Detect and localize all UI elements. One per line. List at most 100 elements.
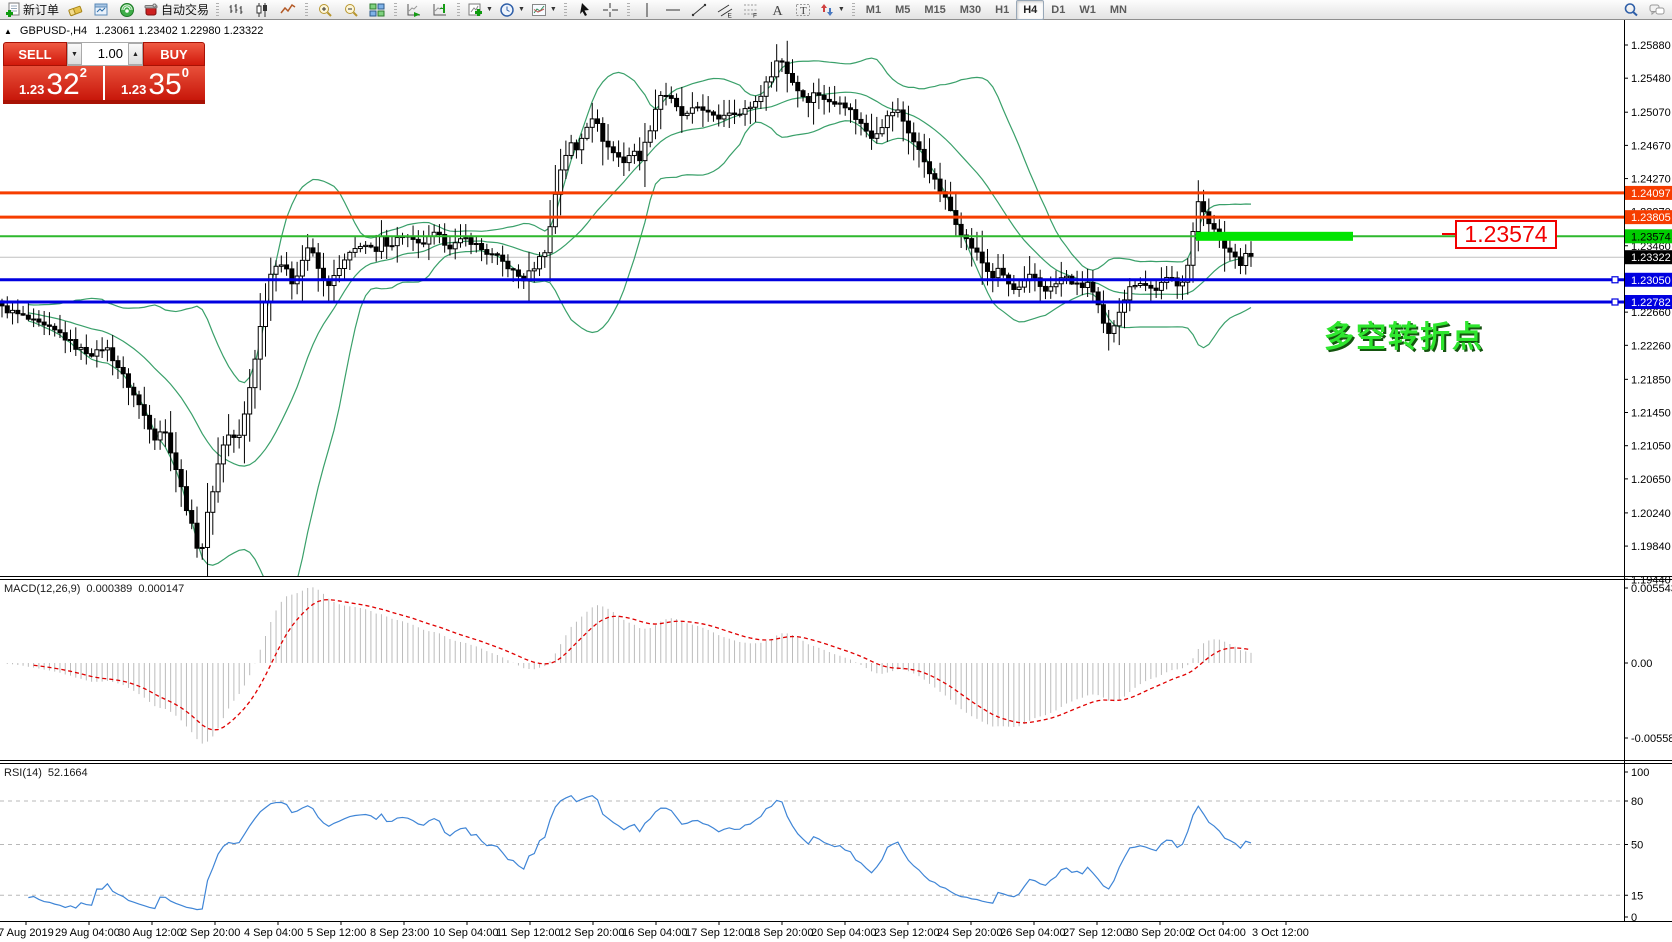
arrows-button[interactable]: ▼ xyxy=(816,0,848,20)
svg-text:1.23805: 1.23805 xyxy=(1631,212,1671,224)
price-axis-label: 1.23460 xyxy=(1631,241,1671,253)
fibonacci-button[interactable]: F xyxy=(738,0,764,20)
highlighted-line-segment[interactable] xyxy=(1196,231,1353,241)
dropdown-arrow-icon[interactable]: ▼ xyxy=(837,6,845,13)
cursor-button[interactable] xyxy=(571,0,597,20)
zoom-out-button[interactable] xyxy=(338,0,364,20)
profile-button[interactable] xyxy=(88,0,114,20)
search-button[interactable] xyxy=(1618,0,1644,20)
time-axis-label: 30 Sep 20:00 xyxy=(1126,927,1191,939)
timeframe-m1-button[interactable]: M1 xyxy=(865,3,882,16)
vline-button[interactable] xyxy=(634,0,660,20)
bar-chart-button[interactable] xyxy=(223,0,249,20)
rsi-label: RSI(14) 52.1664 xyxy=(4,767,88,779)
fibonacci-icon: F xyxy=(743,4,758,18)
macd-axis-label: 0.005543 xyxy=(1631,583,1672,595)
price-axis-label: 1.24270 xyxy=(1631,174,1671,186)
signal-button[interactable] xyxy=(114,0,140,20)
crosshair-button[interactable] xyxy=(597,0,623,20)
macd-label: MACD(12,26,9) 0.000389 0.000147 xyxy=(4,583,184,595)
time-axis-label: 24 Sep 20:00 xyxy=(937,927,1002,939)
autotrading-button[interactable]: 自动交易 xyxy=(140,0,212,20)
auto-scroll-button[interactable] xyxy=(401,0,427,20)
toolbar-grip xyxy=(563,2,567,17)
timeframe-h4-button[interactable]: H4 xyxy=(1016,0,1045,20)
toolbar-grip xyxy=(626,2,630,17)
svg-text:1.23322: 1.23322 xyxy=(1631,252,1671,264)
timeframe-mn-button[interactable]: MN xyxy=(1109,3,1127,16)
rsi-axis-label: 0 xyxy=(1631,912,1637,924)
zoom-in-button[interactable] xyxy=(312,0,338,20)
new-chart-button[interactable]: ▼ xyxy=(464,0,496,20)
horizontal-line-1.2305[interactable] xyxy=(0,276,1624,284)
tile-windows-button[interactable] xyxy=(364,0,390,20)
trendline-icon xyxy=(691,3,707,16)
sell-button[interactable]: SELL xyxy=(3,42,67,66)
time-axis-label: 18 Sep 20:00 xyxy=(748,927,813,939)
volume-increase-button[interactable]: ▲ xyxy=(128,43,143,65)
chart-window[interactable]: 1.258801.254801.250701.246701.242701.238… xyxy=(0,20,1672,942)
buy-button[interactable]: BUY xyxy=(143,42,205,66)
arrows-icon xyxy=(820,3,833,16)
macd-name: MACD(12,26,9) xyxy=(4,583,81,595)
line-chart-button[interactable] xyxy=(275,0,301,20)
auto-scroll-icon xyxy=(407,3,421,17)
volume-value[interactable]: 1.00 xyxy=(97,46,123,61)
dropdown-arrow-icon[interactable]: ▼ xyxy=(517,6,525,13)
buy-price-tile[interactable]: 1.23 35 0 xyxy=(105,66,205,100)
time-axis-label: 3 Oct 12:00 xyxy=(1252,927,1309,939)
time-axis-label: 8 Sep 23:00 xyxy=(370,927,429,939)
text-label-button[interactable]: T xyxy=(790,0,816,20)
timeframe-w1-button[interactable]: W1 xyxy=(1079,3,1096,16)
svg-text:1.24097: 1.24097 xyxy=(1631,188,1671,200)
macd-main-value: 0.000389 xyxy=(86,583,133,595)
dropdown-arrow-icon[interactable]: ▼ xyxy=(486,6,493,13)
svg-text:F: F xyxy=(753,12,757,18)
triangle-up-icon: ▲ xyxy=(132,50,139,58)
rsi-value: 52.1664 xyxy=(47,767,88,779)
hline-button[interactable] xyxy=(660,0,686,20)
text-annotation[interactable]: 多空转折点 xyxy=(1324,321,1484,354)
eraser-button[interactable] xyxy=(62,0,88,20)
timeframe-h1-button[interactable]: H1 xyxy=(995,3,1010,16)
chart-shift-button[interactable] xyxy=(427,0,453,20)
text-button[interactable]: A xyxy=(764,0,790,20)
svg-text:E: E xyxy=(727,12,732,18)
collapse-arrow-icon[interactable]: ▲ xyxy=(4,26,12,36)
toolbar-grip xyxy=(305,2,309,17)
volume-decrease-button[interactable]: ▼ xyxy=(67,43,82,65)
macd-axis-label: 0.00 xyxy=(1631,658,1652,670)
timeframe-d1-button[interactable]: D1 xyxy=(1051,3,1066,16)
price-callout-box[interactable]: 1.23574 xyxy=(1455,220,1557,249)
templates-button[interactable]: ▼ xyxy=(528,0,560,20)
time-axis-label: 2 Sep 20:00 xyxy=(181,927,240,939)
rsi-axis-label: 80 xyxy=(1631,796,1643,808)
price-axis-label: 1.22660 xyxy=(1631,307,1671,319)
chart-canvas[interactable]: 1.258801.254801.250701.246701.242701.238… xyxy=(0,20,1672,942)
toolbar-right-icons xyxy=(1618,0,1670,20)
time-axis-label: 2 Oct 04:00 xyxy=(1189,927,1246,939)
price-badge-1.22782: 1.22782 xyxy=(1625,295,1672,310)
price-axis[interactable]: 1.25880 1.25480 1.25070 1.24670 1.24270 1.238… xyxy=(1624,20,1672,924)
pane-separators[interactable] xyxy=(0,576,1672,922)
search-icon xyxy=(1624,2,1638,16)
time-axis-label: 16 Sep 04:00 xyxy=(622,927,687,939)
price-badge-1.23050: 1.23050 xyxy=(1625,272,1672,287)
candle-chart-button[interactable] xyxy=(249,0,275,20)
sell-price-tile[interactable]: 1.23 32 2 xyxy=(3,66,103,100)
comments-button[interactable] xyxy=(1644,0,1670,20)
channel-button[interactable]: E xyxy=(712,0,738,20)
new-order-button[interactable]: 新订单 xyxy=(2,0,62,20)
periods-button[interactable]: ▼ xyxy=(496,0,528,20)
timeframe-m30-button[interactable]: M30 xyxy=(959,3,982,16)
ohlc-values: 1.23061 1.23402 1.22980 1.23322 xyxy=(95,25,264,37)
macd-axis-label: -0.005583 xyxy=(1631,733,1672,745)
trendline-button[interactable] xyxy=(686,0,712,20)
timeframe-m15-button[interactable]: M15 xyxy=(924,3,946,16)
timeframe-m5-button[interactable]: M5 xyxy=(895,3,911,16)
time-axis-label: 17 Sep 12:00 xyxy=(685,927,750,939)
time-axis-label: 27 Aug 2019 xyxy=(0,927,54,939)
dropdown-arrow-icon[interactable]: ▼ xyxy=(549,6,557,13)
horizontal-line-1.22782[interactable] xyxy=(0,298,1624,306)
